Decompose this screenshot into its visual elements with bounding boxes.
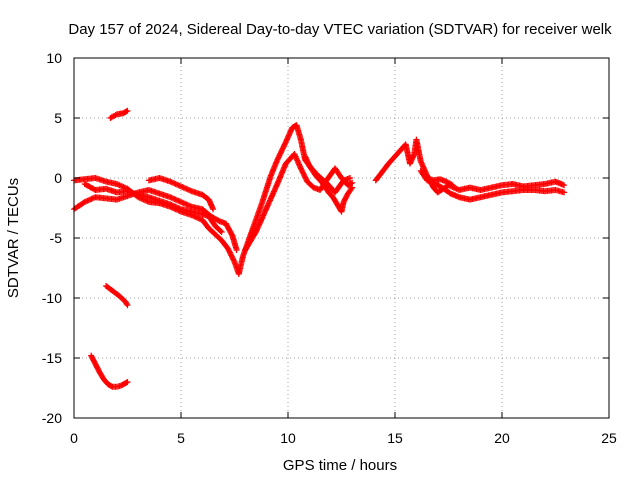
- y-tick-label: 0: [54, 170, 62, 186]
- x-tick-label: 10: [280, 430, 296, 446]
- grid: [74, 58, 609, 418]
- y-tick-label: 10: [46, 50, 62, 66]
- y-tick-label: -5: [50, 230, 63, 246]
- data-point: [561, 189, 567, 195]
- x-tick-label: 20: [494, 430, 510, 446]
- data-points: [71, 108, 567, 390]
- y-axis-label: SDTVAR / TECUs: [5, 178, 22, 298]
- y-tick-label: -15: [42, 350, 62, 366]
- series-isolated-high: [107, 108, 130, 121]
- x-axis-label: GPS time / hours: [283, 457, 397, 474]
- y-tick-label: -10: [42, 290, 62, 306]
- sdtvar-chart: Day 157 of 2024, Sidereal Day-to-day VTE…: [0, 0, 640, 480]
- y-tick-label: -20: [42, 410, 62, 426]
- series-track-d: [373, 137, 567, 196]
- x-tick-label: 5: [177, 430, 185, 446]
- chart-title: Day 157 of 2024, Sidereal Day-to-day VTE…: [68, 21, 612, 38]
- x-tick-label: 0: [70, 430, 78, 446]
- x-tick-label: 15: [387, 430, 403, 446]
- y-tick-label: 5: [54, 110, 62, 126]
- series-isolated-low: [88, 353, 130, 390]
- x-tick-label: 25: [601, 430, 617, 446]
- series-isolated-mid: [103, 283, 130, 308]
